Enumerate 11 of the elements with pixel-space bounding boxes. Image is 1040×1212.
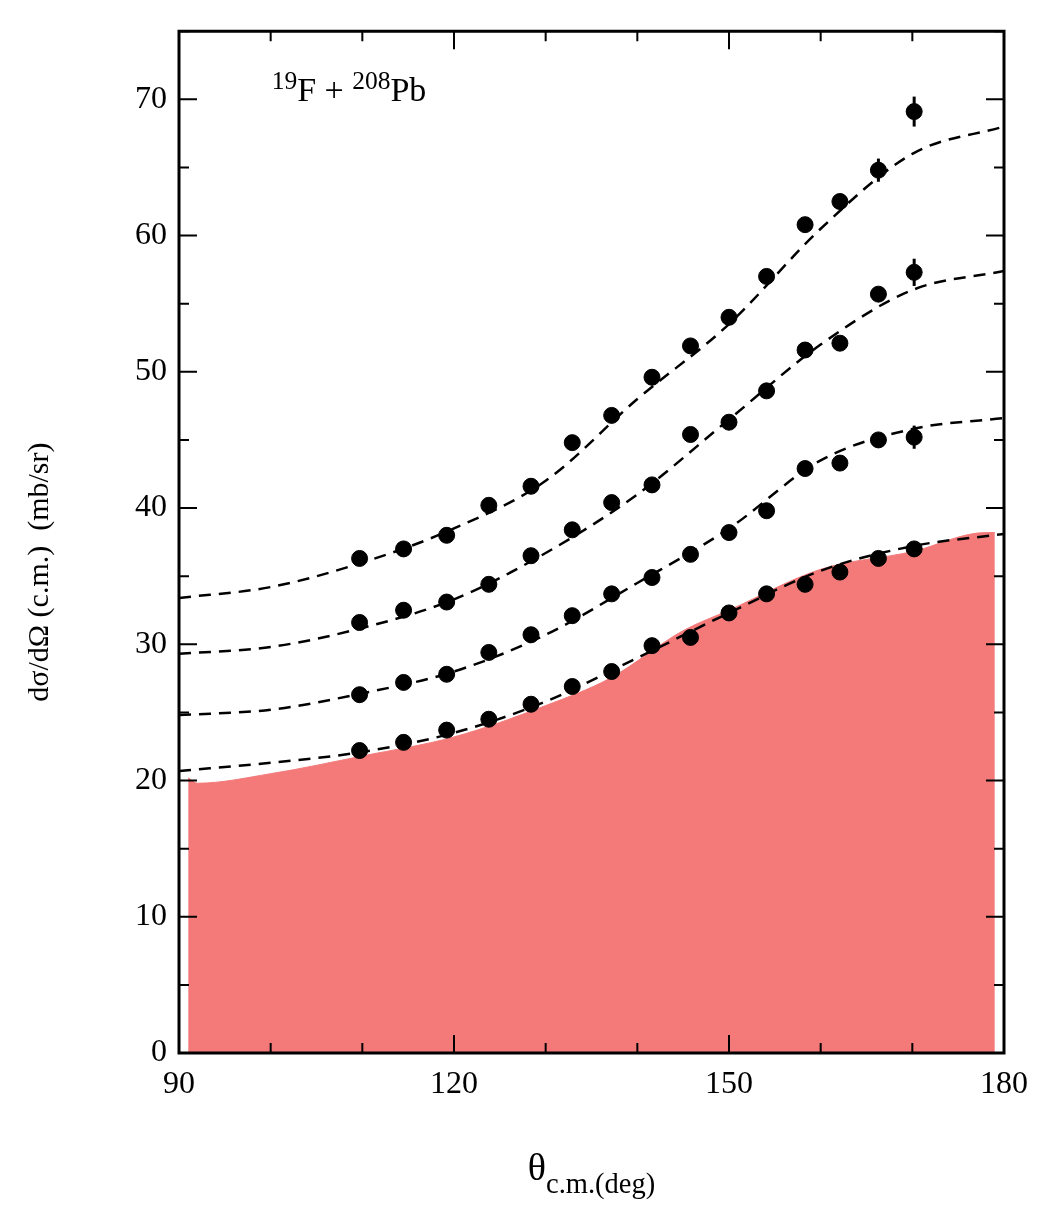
y-tick-label: 10 — [135, 896, 167, 933]
y-tick-label: 70 — [135, 78, 167, 115]
y-tick-label: 50 — [135, 351, 167, 388]
y-tick-label: 20 — [135, 759, 167, 796]
x-tick-label: 180 — [980, 1063, 1028, 1100]
x-tick-label: 150 — [705, 1063, 753, 1100]
x-tick-label: 120 — [430, 1063, 478, 1100]
y-tick-label: 30 — [135, 623, 167, 660]
y-tick-label: 40 — [135, 487, 167, 524]
y-axis-title: dσ/dΩ (c.m.) (mb/sr) — [21, 442, 55, 702]
y-tick-label: 60 — [135, 214, 167, 251]
